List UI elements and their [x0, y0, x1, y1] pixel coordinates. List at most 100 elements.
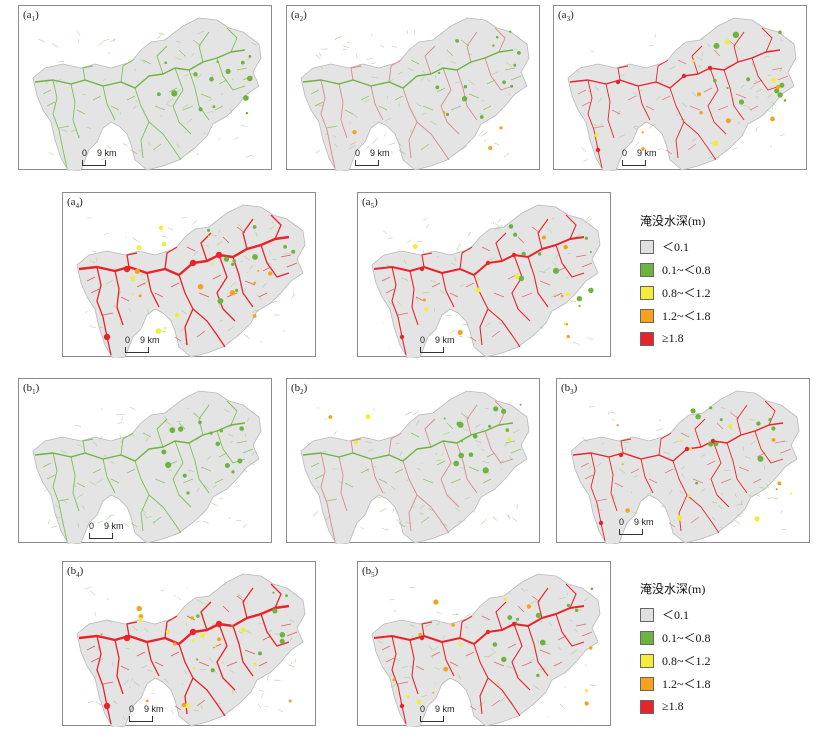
inundation-patch: [479, 115, 484, 119]
texture-stream: [426, 77, 430, 82]
inundation-patch: [224, 463, 230, 468]
tributary: [58, 498, 70, 502]
texture-stream: [388, 142, 395, 146]
texture-stream: [219, 675, 222, 679]
inundation-patch: [488, 424, 492, 428]
tributary: [360, 95, 370, 101]
legend-item: 0.1~＜0.8: [640, 626, 711, 649]
map-panel-a2: (a2) 0 9 km: [286, 5, 540, 171]
texture-stream: [389, 599, 395, 601]
inundation-patch: [517, 51, 521, 55]
tributary: [436, 87, 446, 93]
texture-stream: [243, 523, 247, 528]
tributary: [236, 440, 248, 444]
inundation-patch: [243, 95, 249, 101]
deep-flood-spot: [419, 635, 425, 641]
texture-stream: [552, 261, 557, 266]
basin-outline: [300, 17, 530, 171]
tributary: [491, 699, 501, 707]
texture-stream: [656, 428, 663, 431]
texture-stream: [99, 436, 102, 441]
texture-stream: [415, 297, 419, 302]
tributary: [397, 681, 409, 685]
inundation-patch: [225, 68, 231, 74]
texture-stream: [588, 465, 592, 470]
tributary: [218, 452, 228, 458]
tributary: [580, 462, 590, 468]
tributary: [753, 79, 763, 85]
texture-stream: [661, 506, 665, 508]
inundation-patch: [252, 225, 257, 229]
river-branch: [565, 214, 577, 240]
texture-stream: [184, 131, 187, 134]
tributary: [222, 605, 230, 613]
inundation-patch: [714, 441, 719, 446]
texture-stream: [780, 39, 783, 41]
tributary: [280, 623, 292, 627]
inundation-patch: [196, 614, 200, 618]
inundation-patch: [756, 421, 761, 426]
deep-flood-spot: [485, 260, 491, 266]
texture-stream: [177, 89, 181, 92]
deep-flood-spot: [215, 251, 223, 259]
texture-stream: [452, 613, 459, 616]
texture-stream: [750, 440, 756, 446]
texture-stream: [504, 441, 510, 448]
river-branch: [370, 458, 384, 494]
river-branch: [605, 83, 615, 139]
inundation-patch: [191, 639, 195, 643]
texture-stream: [668, 490, 673, 495]
texture-stream: [701, 454, 706, 457]
inundation-patch: [279, 632, 286, 638]
texture-stream: [454, 256, 457, 262]
texture-stream: [404, 676, 411, 679]
texture-stream: [477, 444, 480, 447]
inundation-patch: [216, 60, 219, 63]
tributary: [469, 336, 477, 342]
panel-label: (b4): [67, 565, 84, 580]
basin-outline: [371, 204, 601, 358]
texture-stream: [130, 677, 134, 682]
river-branch: [555, 613, 585, 647]
texture-stream: [586, 218, 592, 223]
texture-stream: [216, 240, 223, 246]
texture-stream: [373, 466, 377, 468]
texture-stream: [507, 666, 513, 669]
texture-stream: [373, 408, 375, 411]
inundation-patch: [240, 627, 246, 633]
inundation-patch: [468, 452, 474, 457]
texture-stream: [439, 289, 445, 295]
texture-stream: [115, 413, 122, 415]
basin-outline: [371, 573, 601, 727]
texture-stream: [406, 30, 408, 35]
tributary: [326, 498, 338, 502]
texture-stream: [245, 630, 252, 634]
river-branch: [409, 639, 419, 695]
river-branch: [617, 65, 629, 81]
texture-stream: [435, 452, 438, 456]
texture-stream: [157, 34, 162, 40]
map-panel-a3: (a3) 0 9 km: [553, 5, 807, 171]
inundation-patch: [691, 59, 695, 63]
legend-label: 0.1~＜0.8: [662, 263, 711, 277]
main-river: [302, 422, 514, 462]
texture-stream: [195, 520, 200, 523]
inundation-patch: [198, 107, 203, 112]
texture-stream: [401, 666, 408, 668]
deep-flood-spot: [215, 620, 223, 628]
texture-stream: [196, 487, 200, 493]
texture-stream: [105, 279, 114, 285]
texture-stream: [242, 429, 245, 432]
texture-stream: [144, 628, 149, 633]
inundation-patch: [712, 140, 719, 146]
inundation-patch: [542, 235, 546, 240]
texture-stream: [205, 244, 209, 247]
tributary: [344, 109, 354, 115]
river-branch: [70, 456, 80, 512]
river-branch: [527, 625, 549, 677]
texture-stream: [570, 649, 578, 655]
texture-stream: [383, 149, 389, 152]
texture-stream: [211, 502, 218, 506]
texture-stream: [192, 219, 198, 225]
inundation-patch: [217, 298, 224, 304]
